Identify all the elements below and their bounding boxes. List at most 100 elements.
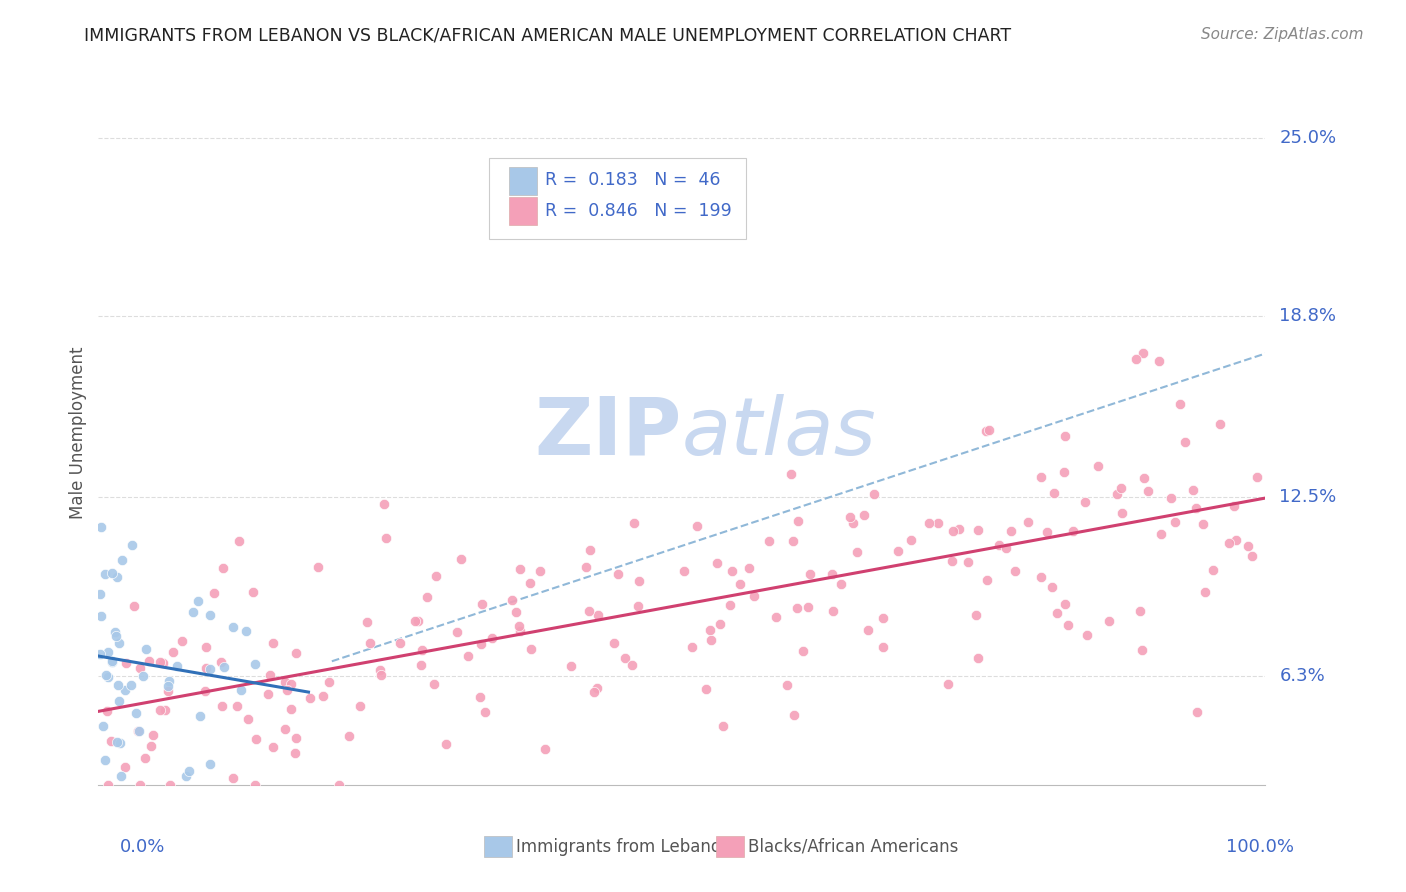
Point xyxy=(1174,435,1197,450)
Point xyxy=(1017,515,1039,529)
Point xyxy=(328,778,350,792)
Point xyxy=(886,543,908,558)
Point xyxy=(157,673,180,688)
Point xyxy=(956,555,979,569)
Point xyxy=(509,624,531,638)
Point xyxy=(128,661,150,675)
Point xyxy=(1062,524,1084,538)
Point xyxy=(110,769,132,783)
Point xyxy=(274,722,297,736)
Point xyxy=(243,657,266,672)
Point xyxy=(621,657,644,672)
Point xyxy=(370,663,392,677)
Point xyxy=(586,607,609,622)
Point xyxy=(672,564,695,578)
Point xyxy=(1053,598,1076,612)
Point xyxy=(209,655,232,669)
Point xyxy=(1168,397,1191,411)
Point xyxy=(89,587,111,601)
Point xyxy=(105,735,128,749)
Point xyxy=(974,424,997,438)
Point xyxy=(501,593,523,607)
Point xyxy=(97,778,120,792)
Point xyxy=(1076,628,1098,642)
Point xyxy=(686,518,709,533)
Point xyxy=(318,675,340,690)
Point xyxy=(872,611,894,625)
Point xyxy=(1187,705,1209,719)
Point xyxy=(404,614,426,628)
Point xyxy=(846,545,869,559)
Point xyxy=(1036,525,1059,540)
Point xyxy=(995,541,1018,555)
Point xyxy=(782,534,804,549)
Point xyxy=(471,597,494,611)
Point xyxy=(780,467,803,481)
Point xyxy=(1031,570,1053,584)
Point xyxy=(839,509,862,524)
Point xyxy=(505,605,527,619)
Text: R =  0.183   N =  46: R = 0.183 N = 46 xyxy=(546,171,721,189)
Point xyxy=(1000,524,1022,538)
Point xyxy=(194,684,217,698)
Point xyxy=(212,561,235,575)
Point xyxy=(312,690,335,704)
Point xyxy=(1031,470,1053,484)
Point xyxy=(742,589,765,603)
Point xyxy=(1004,564,1026,578)
Point xyxy=(228,533,250,548)
Point xyxy=(941,554,963,568)
Point xyxy=(195,640,218,655)
Point xyxy=(967,524,990,538)
Point xyxy=(965,607,987,622)
Point xyxy=(927,516,949,531)
Point xyxy=(1191,517,1213,532)
Point xyxy=(1150,526,1173,541)
Point xyxy=(307,560,329,574)
Point xyxy=(122,599,145,613)
Point xyxy=(776,678,799,692)
Text: Blacks/African Americans: Blacks/African Americans xyxy=(748,838,959,855)
Point xyxy=(575,560,598,574)
Point xyxy=(101,654,124,668)
Point xyxy=(149,703,172,717)
Point xyxy=(1237,539,1260,553)
Point xyxy=(706,556,728,570)
Point xyxy=(285,731,308,745)
Point xyxy=(411,643,433,657)
Text: ZIP: ZIP xyxy=(534,393,682,472)
Point xyxy=(942,524,965,538)
Point xyxy=(519,575,541,590)
Point xyxy=(375,532,398,546)
Point xyxy=(560,659,582,673)
Point xyxy=(1132,471,1154,485)
Point xyxy=(276,683,298,698)
Point xyxy=(299,691,322,706)
Point xyxy=(796,600,818,615)
Point xyxy=(142,727,165,741)
Point xyxy=(166,659,188,673)
Point xyxy=(100,566,122,581)
Point xyxy=(183,605,205,619)
Point xyxy=(1111,481,1133,495)
Point xyxy=(94,753,117,767)
Point xyxy=(529,564,551,578)
Point xyxy=(135,642,157,657)
Point xyxy=(170,634,193,648)
Point xyxy=(582,685,605,699)
Y-axis label: Male Unemployment: Male Unemployment xyxy=(69,346,87,519)
Point xyxy=(1202,563,1225,577)
Point xyxy=(681,640,703,654)
Point xyxy=(235,624,257,638)
Point xyxy=(786,601,808,615)
Point xyxy=(585,681,607,695)
Point xyxy=(900,533,922,548)
Point xyxy=(202,586,225,600)
Point xyxy=(977,423,1000,437)
Point xyxy=(1111,506,1133,520)
Point xyxy=(370,667,392,681)
Point xyxy=(1160,491,1182,505)
Point xyxy=(738,560,761,574)
Point xyxy=(125,706,148,720)
Point xyxy=(162,645,184,659)
